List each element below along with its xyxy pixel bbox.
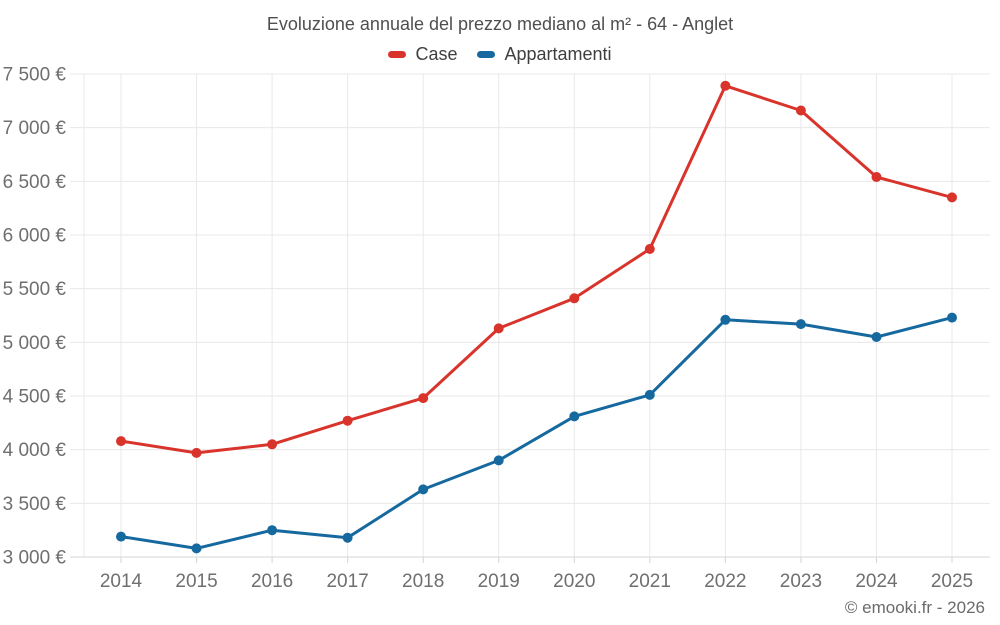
- x-axis-tick-label: 2016: [251, 571, 293, 592]
- case-point-2017[interactable]: [342, 415, 353, 426]
- appartamenti-point-2025[interactable]: [947, 312, 957, 323]
- appartamenti-point-2019[interactable]: [493, 455, 504, 466]
- x-axis-tick-label: 2017: [326, 571, 368, 592]
- appartamenti-point-2017[interactable]: [342, 532, 353, 543]
- legend-label-case: Case: [415, 44, 458, 64]
- credit-text: © emooki.fr - 2026: [844, 598, 985, 617]
- y-axis-tick-label: 4 000 €: [3, 440, 67, 461]
- appartamenti-point-2014[interactable]: [116, 531, 126, 542]
- x-axis-tick-label: 2024: [855, 571, 898, 592]
- case-point-2025[interactable]: [947, 192, 957, 203]
- case-line: [119, 84, 954, 455]
- chart-legend: Case Appartamenti: [0, 44, 1000, 65]
- x-axis-tick-label: 2020: [553, 571, 595, 592]
- case-point-2024[interactable]: [871, 172, 882, 182]
- case-point-2014[interactable]: [116, 436, 126, 447]
- x-axis-tick-label: 2021: [629, 571, 671, 592]
- case-point-2018[interactable]: [418, 393, 429, 404]
- case-point-2023[interactable]: [795, 105, 806, 116]
- x-axis-tick-label: 2018: [402, 571, 444, 592]
- x-axis-tick-label: 2025: [931, 571, 973, 592]
- y-axis-tick-label: 3 500 €: [3, 494, 67, 515]
- case-point-2015[interactable]: [191, 447, 202, 458]
- appartamenti-point-2022[interactable]: [720, 314, 731, 325]
- x-axis-tick-label: 2015: [175, 571, 217, 592]
- case-point-2019[interactable]: [493, 323, 504, 334]
- y-axis-tick-label: 6 500 €: [3, 172, 67, 193]
- y-axis-tick-label: 5 000 €: [3, 333, 67, 354]
- appartamenti-point-2018[interactable]: [418, 484, 429, 495]
- appartamenti-point-2023[interactable]: [795, 319, 806, 330]
- case-series-swatch-icon: [388, 51, 407, 58]
- appartamenti-point-2020[interactable]: [569, 411, 580, 422]
- x-axis-tick-label: 2023: [780, 571, 822, 592]
- x-axis-tick-label: 2019: [478, 571, 520, 592]
- y-axis-tick-label: 5 500 €: [3, 279, 67, 300]
- appartamenti-point-2021[interactable]: [644, 389, 655, 400]
- appartamenti-point-2015[interactable]: [191, 543, 202, 554]
- y-axis-tick-label: 6 000 €: [3, 226, 67, 247]
- x-axis-tick-label: 2014: [100, 571, 143, 592]
- chart-title: Evoluzione annuale del prezzo mediano al…: [266, 14, 734, 34]
- y-axis-tick-label: 4 500 €: [3, 387, 67, 408]
- appartamenti-point-2016[interactable]: [267, 525, 278, 536]
- x-axis-tick-label: 2022: [704, 571, 746, 592]
- appartamenti-line: [119, 316, 954, 550]
- case-point-2021[interactable]: [644, 244, 655, 254]
- appartamenti-point-2024[interactable]: [871, 332, 882, 342]
- case-point-2020[interactable]: [569, 293, 580, 304]
- y-axis-tick-label: 7 000 €: [3, 118, 67, 139]
- y-axis-tick-label: 7 500 €: [3, 65, 67, 86]
- legend-item-case[interactable]: Case: [388, 44, 457, 65]
- legend-label-appartamenti: Appartamenti: [504, 44, 612, 64]
- legend-item-appartamenti[interactable]: Appartamenti: [477, 44, 612, 65]
- case-point-2022[interactable]: [720, 80, 731, 91]
- case-point-2016[interactable]: [267, 439, 278, 450]
- y-axis-tick-label: 3 000 €: [3, 548, 67, 569]
- appartamenti-series-swatch-icon: [477, 51, 496, 58]
